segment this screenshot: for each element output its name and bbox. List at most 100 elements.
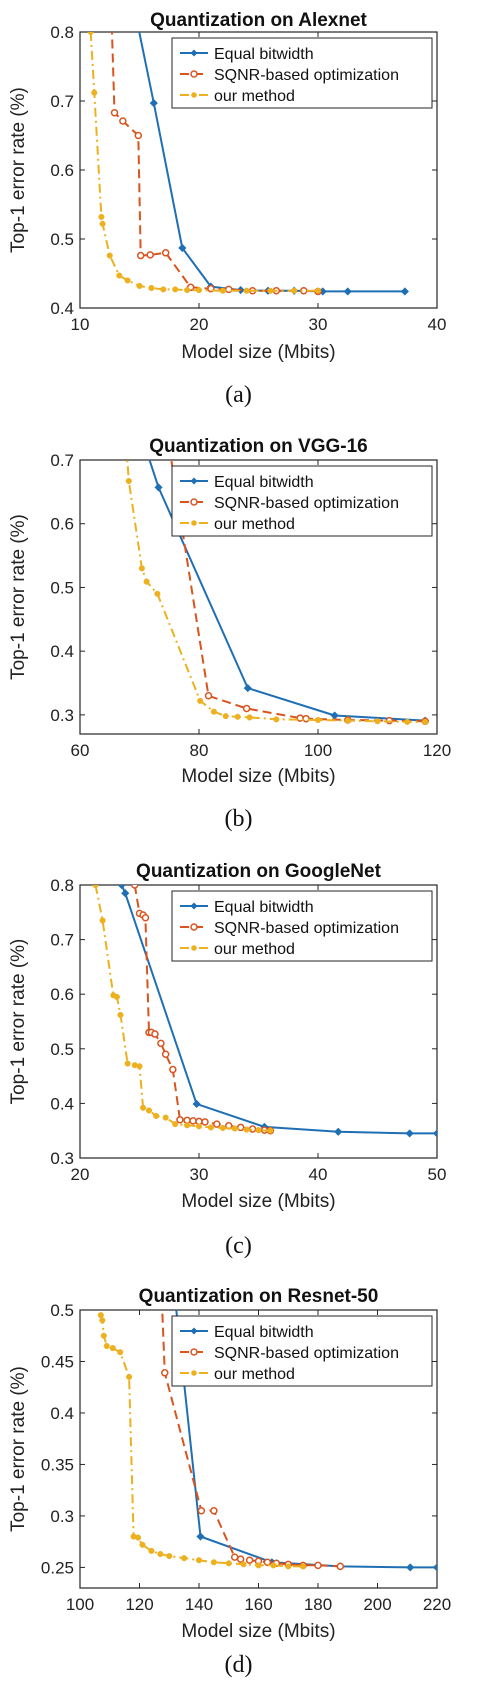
legend-marker (190, 1348, 198, 1356)
x-tick-label: 20 (190, 315, 209, 334)
data-point (161, 1369, 169, 1377)
x-tick-label: 50 (428, 1165, 447, 1184)
data-point (124, 444, 130, 450)
data-point (234, 713, 241, 720)
data-point (134, 1534, 142, 1541)
data-point (246, 714, 253, 721)
data-point (225, 285, 233, 294)
legend-label: our method (214, 941, 295, 958)
chart-title: Quantization on GoogleNet (136, 861, 382, 882)
data-point (140, 1104, 147, 1111)
y-tick-label: 0.5 (50, 578, 74, 597)
chart-title: Quantization on Alexnet (150, 10, 367, 31)
data-point (222, 713, 229, 720)
data-point (130, 885, 139, 889)
data-point (255, 1127, 262, 1134)
data-point (273, 716, 280, 723)
y-tick-label: 0.7 (50, 92, 74, 111)
legend-marker (191, 945, 197, 951)
data-point (192, 1099, 201, 1109)
data-point (210, 1559, 217, 1566)
legend-label: SQNR-based optimization (214, 495, 399, 512)
y-axis-label: Top-1 error rate (%) (8, 514, 29, 680)
x-axis-label: Model size (Mbits) (181, 342, 335, 363)
data-point (91, 89, 98, 96)
data-point (219, 287, 226, 294)
legend-label: Equal bitwidth (214, 1324, 314, 1341)
x-tick-label: 100 (66, 1595, 94, 1614)
data-point (100, 1332, 107, 1339)
data-point (98, 213, 105, 220)
x-tick-label: 30 (309, 315, 328, 334)
data-point (117, 885, 126, 890)
data-point (432, 1129, 437, 1138)
data-point (195, 287, 203, 294)
series-line-3 (99, 1314, 304, 1568)
y-tick-label: 0.4 (50, 642, 74, 661)
chart-panel-2: Quantization on VGG-16 60 80 100 120 0.3 0.4 0.… (8, 436, 451, 832)
data-point (154, 483, 163, 492)
legend-label: SQNR-based optimization (214, 67, 399, 84)
data-point (243, 1126, 250, 1133)
data-point (113, 993, 120, 1000)
data-point (343, 287, 352, 296)
x-axis-label: Model size (Mbits) (181, 766, 335, 787)
legend-label: Equal bitwidth (214, 46, 314, 63)
data-point (314, 287, 322, 294)
data-point (210, 1507, 218, 1515)
x-tick-label: 120 (125, 1595, 153, 1614)
legend-label: our method (214, 88, 295, 105)
data-point (400, 287, 409, 296)
legend-marker (190, 902, 198, 910)
y-tick-label: 0.3 (50, 1149, 74, 1168)
data-point (153, 1112, 160, 1120)
data-point (204, 692, 213, 700)
legend-marker (190, 49, 198, 57)
data-point (138, 565, 145, 572)
data-point (291, 287, 298, 294)
legend-box (171, 890, 433, 962)
y-tick-label: 0.3 (50, 1507, 74, 1526)
data-point (267, 1127, 274, 1134)
data-point (207, 1124, 214, 1131)
data-point (242, 704, 251, 713)
data-point (210, 708, 217, 715)
data-point (374, 718, 381, 725)
legend-label: our method (214, 516, 295, 533)
data-point (161, 1050, 170, 1059)
data-point (136, 282, 143, 289)
data-point (213, 1120, 221, 1128)
y-tick-label: 0.45 (41, 1352, 74, 1371)
chart-panel-4: Quantization on Resnet-50 100 120 140 160 180… (8, 1286, 451, 1678)
y-tick-label: 0.25 (41, 1558, 74, 1577)
legend-marker (191, 520, 197, 526)
legend-box (171, 465, 433, 537)
data-point (344, 717, 351, 724)
data-point (166, 1553, 173, 1560)
data-point (99, 220, 106, 227)
data-point (161, 249, 170, 257)
x-tick-label: 120 (423, 741, 451, 760)
x-tick-label: 180 (304, 1595, 332, 1614)
data-point (240, 1561, 247, 1568)
data-point (121, 889, 130, 898)
data-point (300, 1563, 307, 1570)
panel-caption: (b) (225, 806, 253, 832)
data-point (172, 1121, 179, 1128)
data-point (142, 444, 149, 451)
data-point (197, 697, 204, 704)
legend-box (171, 37, 433, 109)
data-point (230, 1553, 239, 1561)
y-tick-label: 0.5 (50, 1040, 74, 1059)
legend-label: SQNR-based optimization (214, 920, 399, 937)
data-point (432, 1563, 437, 1572)
data-point (196, 1532, 205, 1541)
data-point (285, 1563, 292, 1570)
y-tick-label: 0.5 (50, 230, 74, 249)
y-tick-label: 0.6 (50, 515, 74, 534)
x-tick-label: 20 (71, 1165, 90, 1184)
data-point (195, 1123, 203, 1130)
data-point (236, 1555, 245, 1563)
x-tick-label: 80 (190, 741, 209, 760)
data-point (184, 1122, 191, 1129)
